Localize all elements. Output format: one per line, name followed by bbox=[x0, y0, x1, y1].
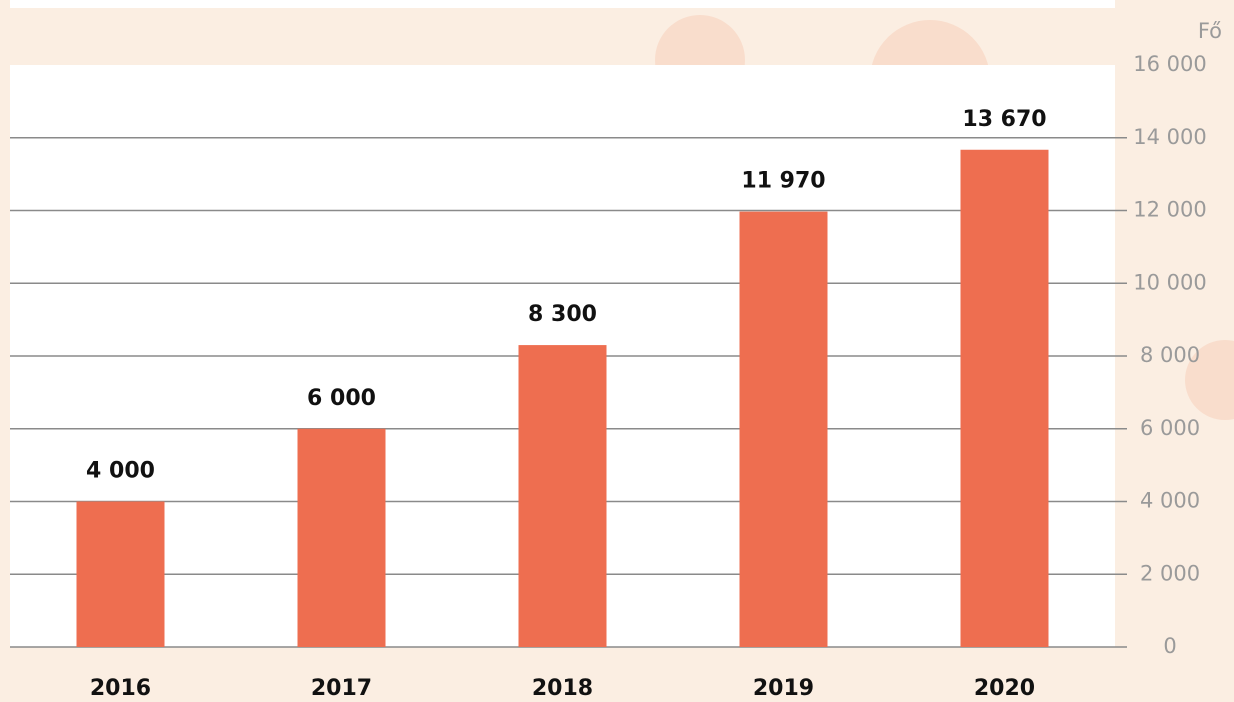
top-band bbox=[10, 0, 1115, 8]
x-tick-label: 2019 bbox=[753, 676, 814, 701]
y-tick-label: 4 000 bbox=[1140, 489, 1200, 513]
value-label: 13 670 bbox=[962, 107, 1046, 132]
value-label: 8 300 bbox=[528, 302, 597, 327]
x-tick-label: 2020 bbox=[974, 676, 1035, 701]
value-label: 11 970 bbox=[741, 169, 825, 194]
x-tick-label: 2017 bbox=[311, 676, 372, 701]
bar bbox=[76, 501, 165, 647]
bar bbox=[960, 149, 1049, 647]
bar bbox=[518, 345, 607, 647]
y-tick-label: 10 000 bbox=[1133, 270, 1206, 294]
y-tick-label: 8 000 bbox=[1140, 343, 1200, 367]
decor-blob bbox=[1185, 340, 1234, 420]
value-label: 6 000 bbox=[307, 386, 376, 411]
y-tick-label: 14 000 bbox=[1133, 125, 1206, 149]
y-tick-label: 16 000 bbox=[1133, 52, 1206, 76]
y-tick-label: 12 000 bbox=[1133, 198, 1206, 222]
value-label: 4 000 bbox=[86, 459, 155, 484]
y-tick-label: 0 bbox=[1163, 634, 1176, 658]
y-tick-label: 2 000 bbox=[1140, 561, 1200, 585]
x-tick-label: 2016 bbox=[90, 676, 151, 701]
y-tick-label: 6 000 bbox=[1140, 416, 1200, 440]
y-axis-label: Fő bbox=[1198, 19, 1222, 43]
bar bbox=[297, 428, 386, 647]
bar bbox=[739, 211, 828, 647]
x-tick-label: 2018 bbox=[532, 676, 593, 701]
